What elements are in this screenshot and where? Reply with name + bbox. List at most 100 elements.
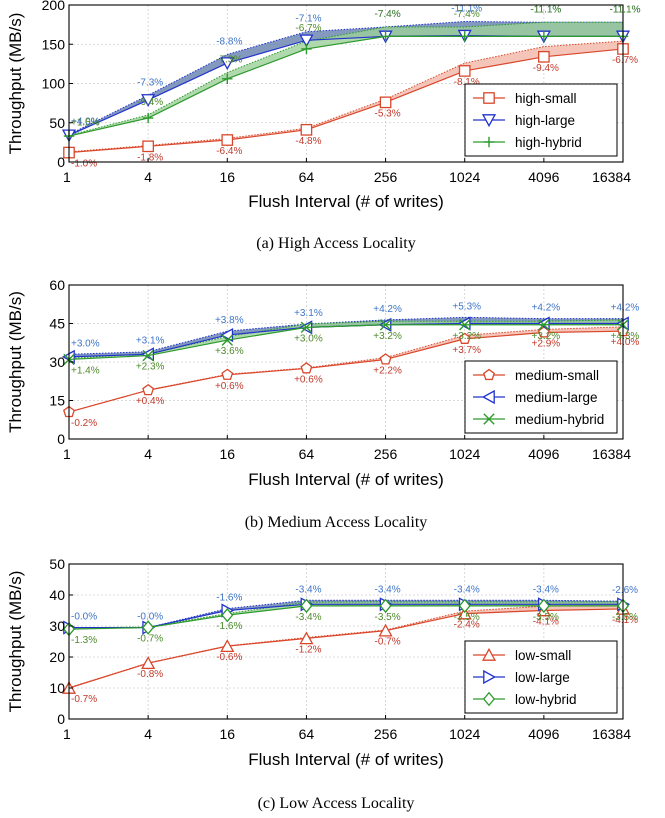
x-tick-label: 256 [374, 446, 398, 462]
data-label-low-large: -3.4% [533, 584, 559, 595]
data-label-low-small: -4.1% [533, 617, 559, 628]
point-low-hybrid [458, 598, 471, 614]
y-axis-title: Throughput (MB/s) [6, 291, 25, 433]
point-high-hybrid [301, 43, 312, 55]
legend-item-medium-small: medium-small [473, 368, 599, 383]
point-high-hybrid [380, 31, 391, 42]
line-low-hybrid [68, 605, 623, 630]
data-label-low-large: -3.4% [375, 584, 401, 595]
y-tick-label: 0 [57, 431, 65, 447]
x-tick-label: 4096 [528, 169, 559, 185]
data-label-low-small: -0.7% [71, 694, 97, 705]
data-label-high-hybrid: -11.1% [530, 4, 561, 15]
data-label-low-small: -4.1% [612, 615, 638, 626]
point-low-small [457, 606, 472, 620]
point-low-hybrid [379, 598, 392, 614]
y-tick-label: 60 [49, 277, 65, 293]
point-low-hybrid [142, 620, 155, 635]
x-axis-title: Flush Interval (# of writes) [248, 192, 444, 211]
line-low-small [68, 608, 624, 689]
point-high-hybrid [538, 31, 550, 42]
data-label-low-large: -0.0% [71, 612, 97, 623]
y-tick-label: 50 [49, 556, 65, 572]
x-tick-label: 1024 [449, 169, 480, 185]
x-tick-label: 64 [299, 726, 315, 742]
legend-item-low-small: low-small [473, 647, 571, 663]
line-medium-hybrid [68, 324, 623, 361]
data-label-high-small: -9.4% [533, 63, 559, 74]
x-tick-label: 16384 [592, 726, 631, 742]
upper-line-high-large [69, 20, 623, 135]
legend-label: medium-hybrid [515, 412, 604, 427]
line-low-large [69, 603, 623, 629]
point-medium-small [300, 362, 313, 374]
point-high-small [538, 50, 550, 63]
figure-caption: (c) Low Access Locality [258, 795, 415, 812]
y-tick-label: 100 [42, 76, 66, 92]
data-label-medium-hybrid: +4.3% [611, 331, 640, 342]
data-label-high-large: -11.1% [451, 3, 482, 14]
chart-panel-3: -0.7% -0.8% -0.6% -1.2% -0.7% -2.4% -4.1% -4.1%… [6, 556, 638, 812]
data-label-low-hybrid: -1.3% [71, 635, 97, 646]
point-medium-hybrid [538, 319, 550, 331]
data-label-low-hybrid: -3.4% [295, 612, 321, 623]
upper-line-medium-hybrid [69, 319, 623, 359]
data-label-high-large: -11.1% [610, 4, 641, 15]
data-label-medium-small: -0.2% [71, 418, 97, 429]
y-tick-label: 15 [49, 393, 65, 409]
legend-item-low-large: low-large [473, 669, 570, 685]
legend-marker [483, 92, 495, 104]
legend-item-medium-large: medium-large [473, 389, 598, 405]
figure-caption: (b) Medium Access Locality [245, 514, 428, 531]
x-tick-label: 1 [63, 726, 71, 742]
point-low-small [378, 623, 393, 637]
point-high-large [141, 94, 156, 108]
upper-line-medium-large [69, 316, 623, 355]
legend-label: medium-large [515, 390, 598, 405]
legend-label: medium-small [515, 368, 599, 383]
data-label-high-large: +4.0% [71, 117, 100, 128]
x-tick-label: 16384 [592, 446, 631, 462]
x-tick-label: 64 [299, 446, 315, 462]
point-medium-hybrid [459, 319, 471, 331]
data-label-medium-hybrid: +3.2% [373, 331, 402, 342]
x-tick-label: 256 [374, 726, 398, 742]
data-label-low-hybrid: -0.7% [137, 634, 163, 645]
data-label-low-small: -0.8% [137, 669, 163, 680]
x-tick-label: 4096 [528, 446, 559, 462]
x-tick-label: 16384 [592, 169, 631, 185]
legend-label: high-hybrid [515, 135, 582, 150]
series-low-hybrid [62, 598, 630, 637]
legend-item-medium-hybrid: medium-hybrid [473, 412, 604, 427]
data-label-high-large: -11.1% [530, 4, 561, 15]
data-label-low-large: -2.6% [612, 585, 638, 596]
legend-marker [481, 114, 497, 128]
x-tick-label: 256 [374, 169, 398, 185]
y-tick-label: 150 [42, 36, 66, 52]
data-label-medium-large: +3.1% [294, 308, 323, 319]
data-label-low-hybrid: -3.5% [375, 612, 401, 623]
upper-line-low-large [69, 599, 623, 629]
point-high-small [300, 123, 313, 136]
band-high-small [69, 41, 623, 153]
data-label-medium-small: +0.4% [136, 396, 165, 407]
y-tick-label: 10 [49, 680, 65, 696]
data-label-high-small: -6.7% [612, 55, 638, 66]
x-axis-title: Flush Interval (# of writes) [248, 470, 444, 489]
x-tick-label: 1024 [449, 446, 480, 462]
x-tick-label: 4 [144, 446, 152, 462]
data-label-high-hybrid: -6.4% [137, 97, 163, 108]
point-medium-small [537, 326, 550, 338]
data-label-high-small: -6.4% [216, 146, 242, 157]
plot-frame [68, 563, 624, 720]
point-medium-hybrid [221, 334, 233, 346]
legend: medium-small medium-large medium-hybrid [464, 360, 618, 434]
data-label-low-large: -1.6% [216, 593, 242, 604]
point-medium-small [379, 353, 392, 365]
x-tick-label: 64 [299, 169, 315, 185]
data-label-low-hybrid: -3.5% [454, 612, 480, 623]
data-label-medium-small: +3.7% [452, 345, 481, 356]
y-tick-label: 200 [42, 0, 66, 13]
data-label-high-large: -7.1% [295, 14, 321, 25]
x-tick-label: 16 [219, 726, 235, 742]
